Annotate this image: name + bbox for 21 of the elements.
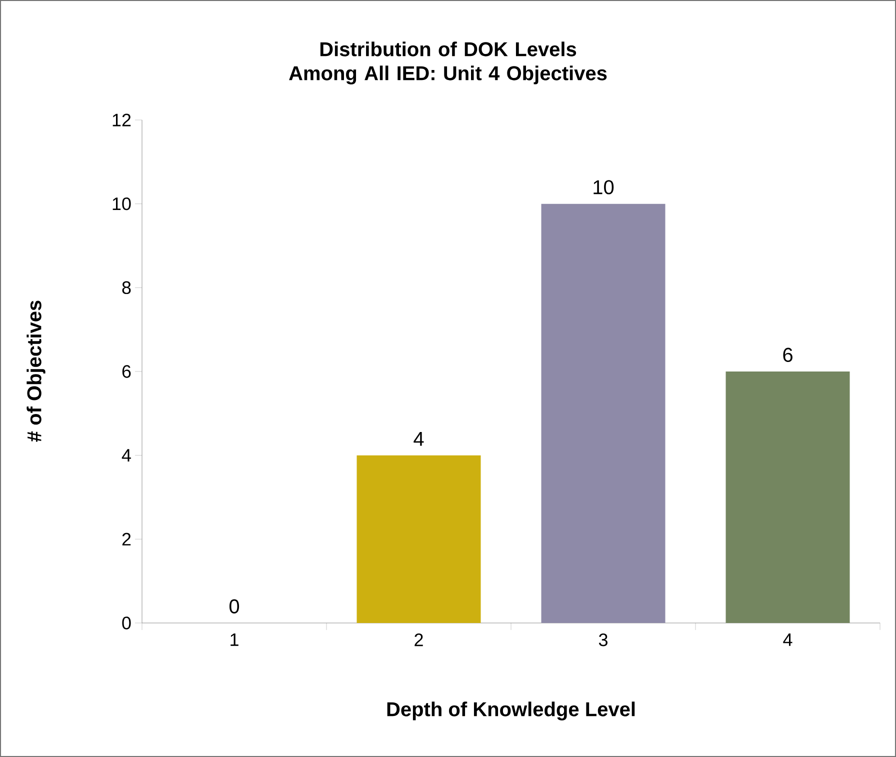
y-tick-label: 0 [122,616,131,630]
data-label: 6 [783,348,792,362]
chart-title: Distribution of DOK Levels Among All IED: Unit 4 Objectives [289,42,607,84]
bar [356,455,481,623]
y-tick-label: 8 [122,281,131,294]
y-tick-label: 4 [122,449,131,462]
data-label: 0 [229,599,240,614]
y-tick-label: 10 [112,197,131,210]
y-tick-label: 12 [112,114,131,126]
x-tick-label: 3 [598,634,608,646]
y-tick-label: 6 [122,365,131,378]
x-tick-label: 1 [230,633,238,646]
data-label: 4 [414,432,424,446]
y-tick-label: 2 [122,532,131,546]
data-label: 10 [594,180,614,194]
y-axis-title: # of Objectives [26,300,46,442]
bar [726,371,850,623]
bar [541,204,666,623]
x-tick-label: 4 [783,633,792,646]
x-tick-label: 2 [414,634,423,646]
x-axis-title: Depth of Knowledge Level [387,702,635,720]
